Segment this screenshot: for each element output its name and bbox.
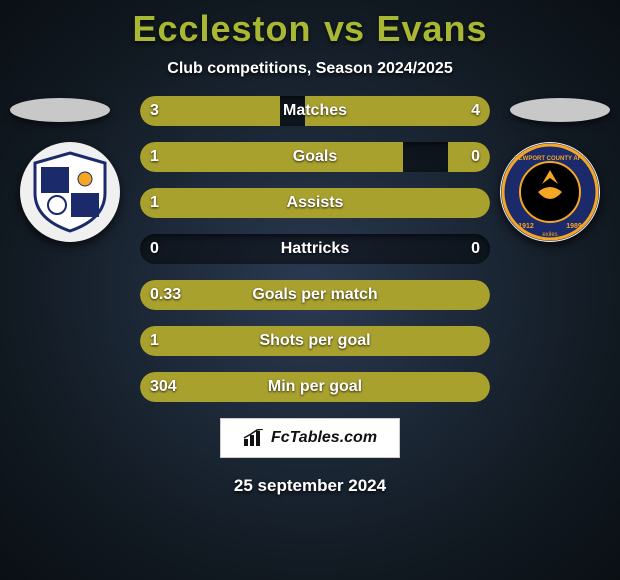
stat-row: 304Min per goal bbox=[140, 372, 490, 402]
bars-icon bbox=[243, 429, 265, 447]
player-left-name: Eccleston bbox=[132, 8, 311, 50]
subtitle: Club competitions, Season 2024/2025 bbox=[0, 60, 620, 78]
stat-label: Assists bbox=[140, 188, 490, 218]
svg-text:exiles: exiles bbox=[542, 232, 557, 238]
stat-row: 34Matches bbox=[140, 96, 490, 126]
svg-text:1912: 1912 bbox=[518, 223, 534, 230]
stat-label: Goals per match bbox=[140, 280, 490, 310]
right-crest-icon: NEWPORT COUNTY AFC 1912 1989 exiles bbox=[500, 142, 600, 242]
stat-row: 1Assists bbox=[140, 188, 490, 218]
page-title: Eccleston vs Evans bbox=[0, 0, 620, 50]
left-crest-icon bbox=[20, 142, 120, 242]
player-right-name: Evans bbox=[376, 8, 487, 50]
vs-separator: vs bbox=[324, 8, 364, 50]
stat-row: 0.33Goals per match bbox=[140, 280, 490, 310]
stat-label: Matches bbox=[140, 96, 490, 126]
left-flag-icon bbox=[10, 98, 110, 122]
stat-label: Goals bbox=[140, 142, 490, 172]
stat-label: Shots per goal bbox=[140, 326, 490, 356]
stat-label: Hattricks bbox=[140, 234, 490, 264]
stat-row: 1Shots per goal bbox=[140, 326, 490, 356]
brand-text: FcTables.com bbox=[271, 429, 377, 447]
svg-text:NEWPORT COUNTY AFC: NEWPORT COUNTY AFC bbox=[514, 156, 586, 162]
brand-badge[interactable]: FcTables.com bbox=[220, 418, 400, 458]
stat-label: Min per goal bbox=[140, 372, 490, 402]
stat-row: 00Hattricks bbox=[140, 234, 490, 264]
stat-bars: 34Matches 10Goals 1Assists 00Hattricks 0.33G… bbox=[140, 96, 490, 418]
stat-row: 10Goals bbox=[140, 142, 490, 172]
footer-date: 25 september 2024 bbox=[0, 476, 620, 496]
right-flag-icon bbox=[510, 98, 610, 122]
svg-text:1989: 1989 bbox=[566, 223, 582, 230]
